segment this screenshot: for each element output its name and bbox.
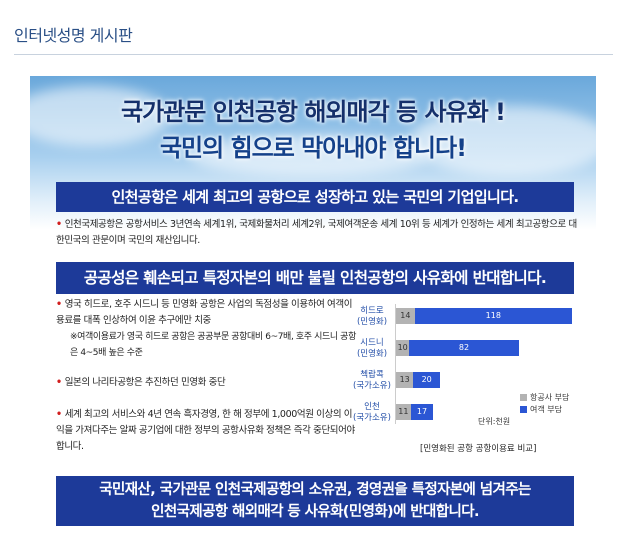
chart-bar: [396, 308, 415, 324]
chart-caption: [민영화된 공항 공항이용료 비교]: [420, 444, 537, 454]
chart-category-label: 시드니 (민영화): [356, 338, 388, 359]
bullet-text: 인천국제공항은 공항서비스 3년연속 세계1위, 국제화물처리 세계2위, 국제…: [56, 219, 577, 246]
section-band-1: 인천공항은 세계 최고의 공항으로 성장하고 있는 국민의 기업입니다.: [56, 182, 574, 212]
chart-unit-label: 단위:천원: [478, 417, 511, 426]
bullet-text: 세계 최고의 서비스와 4년 연속 흑자경영, 한 해 정부에 1,000억원 …: [56, 409, 355, 452]
chart-data-label: 82: [458, 343, 470, 352]
chart-bar: [410, 404, 434, 420]
cloud-decoration: [410, 106, 596, 176]
legend-label: 여객 부담: [530, 405, 562, 414]
chart-data-label: 10: [397, 343, 408, 352]
chart-category-label: 인천 (국가소유): [353, 402, 391, 423]
legend-swatch: [520, 406, 527, 413]
legend-label: 항공사 부담: [530, 393, 570, 402]
legend-item: 항공사 부담: [520, 392, 569, 404]
chart-data-label: 118: [485, 311, 501, 320]
header-divider: [14, 54, 613, 55]
bullet-note: ※여객이용료가 영국 히드로 공항은 공공부문 공항대비 6~7배, 호주 시드…: [70, 332, 356, 358]
band-3-line-2: 인천국제공항 해외매각 등 사유화(민영화)에 반대합니다.: [151, 504, 479, 520]
chart-category-label: 히드로 (민영화): [356, 306, 388, 327]
page-header: 인터넷성명 게시판: [0, 0, 627, 56]
bullet-text: 일본의 나리타공항은 추진하던 민영화 중단: [64, 377, 226, 388]
chart-data-label: 17: [416, 407, 428, 416]
bullet-item: • 영국 히드로, 호주 시드니 등 민영화 공항은 사업의 독점성을 이용하여 …: [56, 299, 353, 326]
chart-bar: [413, 372, 440, 388]
bullet-item: • 인천국제공항은 공항서비스 3년연속 세계1위, 국제화물처리 세계2위, 국…: [56, 219, 577, 246]
chart-bar: [396, 372, 414, 388]
legend-item: 여객 부담: [520, 404, 569, 416]
bullet-text: 영국 히드로, 호주 시드니 등 민영화 공항은 사업의 독점성을 이용하여 여…: [56, 299, 353, 326]
petition-poster-image: 국가관문 인천공항 해외매각 등 사유화 ! 국민의 힘으로 막아내야 합니다!…: [30, 76, 596, 528]
chart-data-label: 11: [398, 407, 409, 416]
cloud-decoration: [190, 136, 430, 176]
chart-bar: [396, 404, 411, 420]
chart-data-label: 13: [399, 375, 410, 384]
chart-category-label: 첵랍콕 (국가소유): [353, 370, 391, 391]
chart-legend: 항공사 부담 여객 부담: [520, 392, 569, 416]
airport-fee-chart: 항공사 부담 여객 부담 단위:천원 [민영화된 공항 공항이용료 비교] 히드…: [350, 304, 576, 468]
section-band-3: 국민재산, 국가관문 인천국제공항의 소유권, 경영권을 특정자본에 넘겨주는 …: [56, 476, 574, 526]
chart-bar: [414, 308, 572, 324]
bullet-item: • 일본의 나리타공항은 추진하던 민영화 중단: [56, 377, 226, 388]
chart-data-label: 14: [400, 311, 411, 320]
legend-swatch: [520, 394, 527, 401]
chart-bar: [409, 340, 519, 356]
section-band-2: 공공성은 훼손되고 특정자본의 배만 불릴 인천공항의 사유화에 반대합니다.: [56, 262, 574, 294]
chart-bar: [396, 340, 410, 356]
chart-data-label: 20: [421, 375, 432, 384]
chart-axis: [395, 304, 396, 424]
headline-main: 국가관문 인천공항 해외매각 등 사유화 !: [120, 98, 506, 126]
band-3-line-1: 국민재산, 국가관문 인천국제공항의 소유권, 경영권을 특정자본에 넘겨주는: [99, 482, 531, 498]
page-title: 인터넷성명 게시판: [14, 26, 133, 45]
bullet-item: • 세계 최고의 서비스와 4년 연속 흑자경영, 한 해 정부에 1,000억원…: [56, 409, 355, 452]
cloud-decoration: [30, 86, 170, 146]
headline-sub: 국민의 힘으로 막아내야 합니다!: [159, 134, 467, 162]
